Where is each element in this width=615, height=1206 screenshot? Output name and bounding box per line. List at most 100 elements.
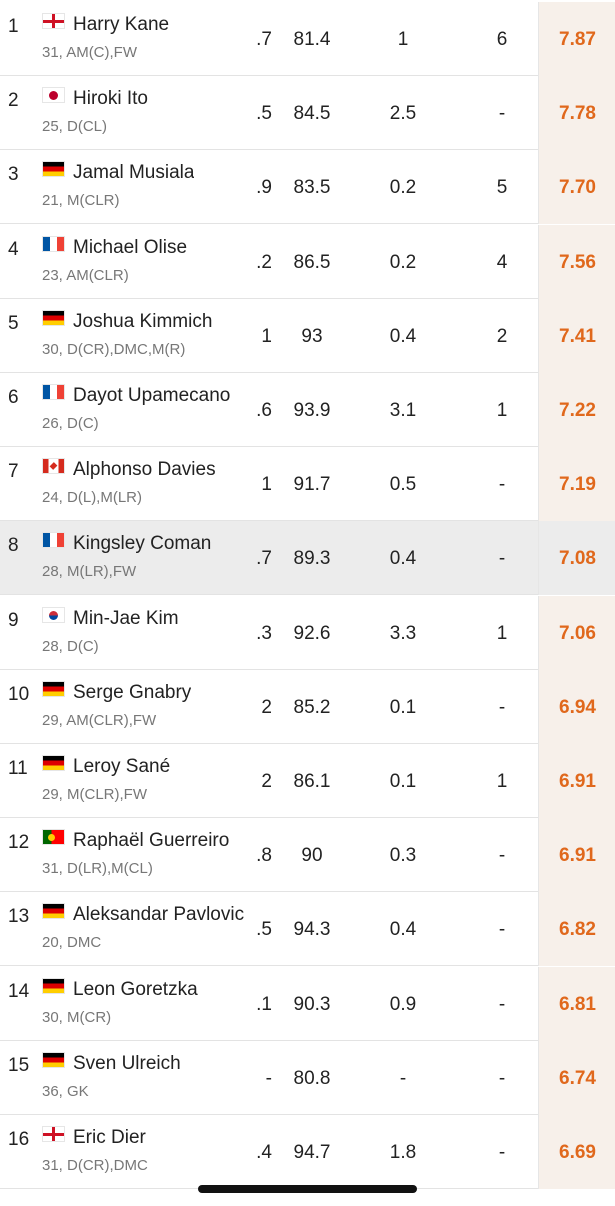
player-age-position: 21, M(CLR) <box>42 192 120 210</box>
stat-cell: 1 <box>261 325 272 347</box>
stat-cell: 2 <box>261 696 272 718</box>
player-name-link[interactable]: Kingsley Coman <box>73 533 212 555</box>
stat-cell: 0.3 <box>389 845 417 867</box>
stat-cell: 3.1 <box>389 400 417 421</box>
player-name-link[interactable]: Dayot Upamecano <box>73 385 231 406</box>
flag-germany-icon <box>42 977 65 994</box>
player-rank: 15 <box>8 1054 30 1076</box>
player-rating: 7.19 <box>559 474 596 496</box>
player-rating: 7.70 <box>559 177 596 199</box>
rating-cell: 7.19 <box>538 447 615 522</box>
player-name-link[interactable]: Eric Dier <box>73 1127 146 1148</box>
player-rank: 14 <box>8 980 30 1002</box>
table-row[interactable]: 14 Leon Goretzka 30, M(CR) .1 90.3 0.9 - 6.81 <box>0 966 615 1041</box>
stat-cell: 91.7 <box>293 474 331 496</box>
player-rank: 3 <box>8 164 19 186</box>
stat-cell: 86.1 <box>293 771 331 792</box>
rating-cell: 7.87 <box>538 2 615 76</box>
player-name-link[interactable]: Joshua Kimmich <box>73 310 213 332</box>
table-row[interactable]: 11 Leroy Sané 29, M(CLR),FW 2 86.1 0.1 1 6.91 <box>0 744 615 818</box>
flag-south-korea-icon <box>42 606 65 623</box>
stat-cell: .5 <box>256 919 272 941</box>
stat-cell: - <box>498 1067 506 1089</box>
player-rank: 16 <box>8 1129 30 1150</box>
table-row[interactable]: 5 Joshua Kimmich 30, D(CR),DMC,M(R) 1 93 0.4 2… <box>0 298 615 373</box>
player-name-link[interactable]: Hiroki Ito <box>73 88 148 110</box>
stat-cell: - <box>498 919 506 941</box>
stat-cell: 0.4 <box>389 548 417 570</box>
table-row[interactable]: 4 Michael Olise 23, AM(CLR) .2 86.5 0.2 4 7.56 <box>0 224 615 299</box>
flag-germany-icon <box>42 680 65 697</box>
stat-cell: - <box>498 1142 506 1163</box>
table-row[interactable]: 16 Eric Dier 31, D(CR),DMC .4 94.7 1.8 - 6.69 <box>0 1115 615 1189</box>
player-rating: 6.82 <box>559 919 596 941</box>
table-row[interactable]: 15 Sven Ulreich 36, GK -80.8- -6.74 <box>0 1040 615 1115</box>
player-name-link[interactable]: Min-Jae Kim <box>73 607 179 629</box>
stat-cell: .6 <box>256 400 272 421</box>
player-age-position: 31, D(CR),DMC <box>42 1157 148 1174</box>
stat-cell: 1 <box>496 400 508 421</box>
rating-cell: 6.82 <box>538 892 615 967</box>
table-row[interactable]: 1 Harry Kane 31, AM(C),FW .7 81.4 1 6 7.87 <box>0 2 615 76</box>
stat-cell: .4 <box>256 1142 272 1163</box>
stat-cell: - <box>498 993 506 1015</box>
player-name-link[interactable]: Jamal Musiala <box>73 162 195 184</box>
stat-cell: 93.9 <box>293 400 331 421</box>
flag-germany-icon <box>42 903 65 920</box>
flag-france-icon <box>42 532 65 549</box>
stat-cell: 90.3 <box>293 993 331 1015</box>
player-name-link[interactable]: Raphaël Guerreiro <box>73 830 230 852</box>
home-indicator[interactable] <box>198 1185 417 1193</box>
player-name-link[interactable]: Alphonso Davies <box>73 459 216 481</box>
stat-cell: - <box>498 845 506 867</box>
stat-cell: 94.7 <box>293 1142 331 1163</box>
table-row[interactable]: 3 Jamal Musiala 21, M(CLR) .9 83.5 0.2 5 7.70 <box>0 150 615 225</box>
stat-cell: - <box>498 696 506 718</box>
player-age-position: 36, GK <box>42 1082 89 1100</box>
player-name-link[interactable]: Michael Olise <box>73 236 188 258</box>
stat-cell: 5 <box>496 177 508 199</box>
stat-cell: 0.1 <box>389 771 417 792</box>
table-row[interactable]: 10 Serge Gnabry 29, AM(CLR),FW 2 85.2 0.1 - 6.9… <box>0 669 615 744</box>
flag-germany-icon <box>42 161 65 178</box>
player-name-link[interactable]: Sven Ulreich <box>73 1052 181 1074</box>
stat-cell: 6 <box>496 29 508 50</box>
stat-cell: 80.8 <box>293 1067 331 1089</box>
stat-cell: 0.2 <box>389 251 417 273</box>
player-name-link[interactable]: Leroy Sané <box>73 756 171 777</box>
table-row[interactable]: 2 Hiroki Ito 25, D(CL) .5 84.5 2.5 - 7.78 <box>0 76 615 151</box>
stat-cell: 86.5 <box>293 251 331 273</box>
rating-cell: 6.91 <box>538 818 615 893</box>
stat-cell: 0.4 <box>389 325 417 347</box>
player-rating: 7.22 <box>559 400 596 421</box>
player-name-link[interactable]: Harry Kane <box>73 14 170 35</box>
player-rank: 8 <box>8 535 19 557</box>
player-rank: 5 <box>8 312 19 334</box>
table-row[interactable]: 6 Dayot Upamecano 26, D(C) .6 93.9 3.1 1 7.22 <box>0 373 615 447</box>
player-rank: 2 <box>8 90 19 112</box>
player-rating: 6.81 <box>559 993 596 1015</box>
player-rating: 7.06 <box>559 622 596 644</box>
rating-cell: 6.69 <box>538 1115 615 1189</box>
table-row[interactable]: 7 Alphonso Davies 24, D(L),M(LR) 1 91.7 0.5 - 7… <box>0 447 615 522</box>
player-name-link[interactable]: Leon Goretzka <box>73 978 198 1000</box>
flag-france-icon <box>42 235 65 252</box>
rating-cell: 7.70 <box>538 150 615 225</box>
player-rank: 11 <box>8 758 28 779</box>
rating-cell: 6.81 <box>538 966 615 1041</box>
table-row[interactable]: 13 Aleksandar Pavlovic 20, DMC .5 94.3 0.4 - 6.… <box>0 892 615 967</box>
player-age-position: 29, AM(CLR),FW <box>42 711 157 729</box>
stat-cell: - <box>498 103 506 125</box>
table-row[interactable]: 12 Raphaël Guerreiro 31, D(LR),M(CL) .8 90 0.… <box>0 818 615 893</box>
rating-cell: 7.22 <box>538 373 615 447</box>
stat-cell: 3.3 <box>389 622 417 644</box>
player-name-link[interactable]: Aleksandar Pavlovic <box>73 904 245 926</box>
rating-cell: 6.94 <box>538 669 615 744</box>
stat-cell: 89.3 <box>293 548 331 570</box>
table-row[interactable]: 8 Kingsley Coman 28, M(LR),FW .7 89.3 0.4 - 7.0… <box>0 521 615 596</box>
table-row[interactable]: 9 Min-Jae Kim 28, D(C) .3 92.6 3.3 1 7.06 <box>0 595 615 670</box>
stat-cell: - <box>399 1067 407 1089</box>
player-name-link[interactable]: Serge Gnabry <box>73 681 192 703</box>
player-age-position: 20, DMC <box>42 934 102 952</box>
stat-cell: 1 <box>261 474 272 496</box>
